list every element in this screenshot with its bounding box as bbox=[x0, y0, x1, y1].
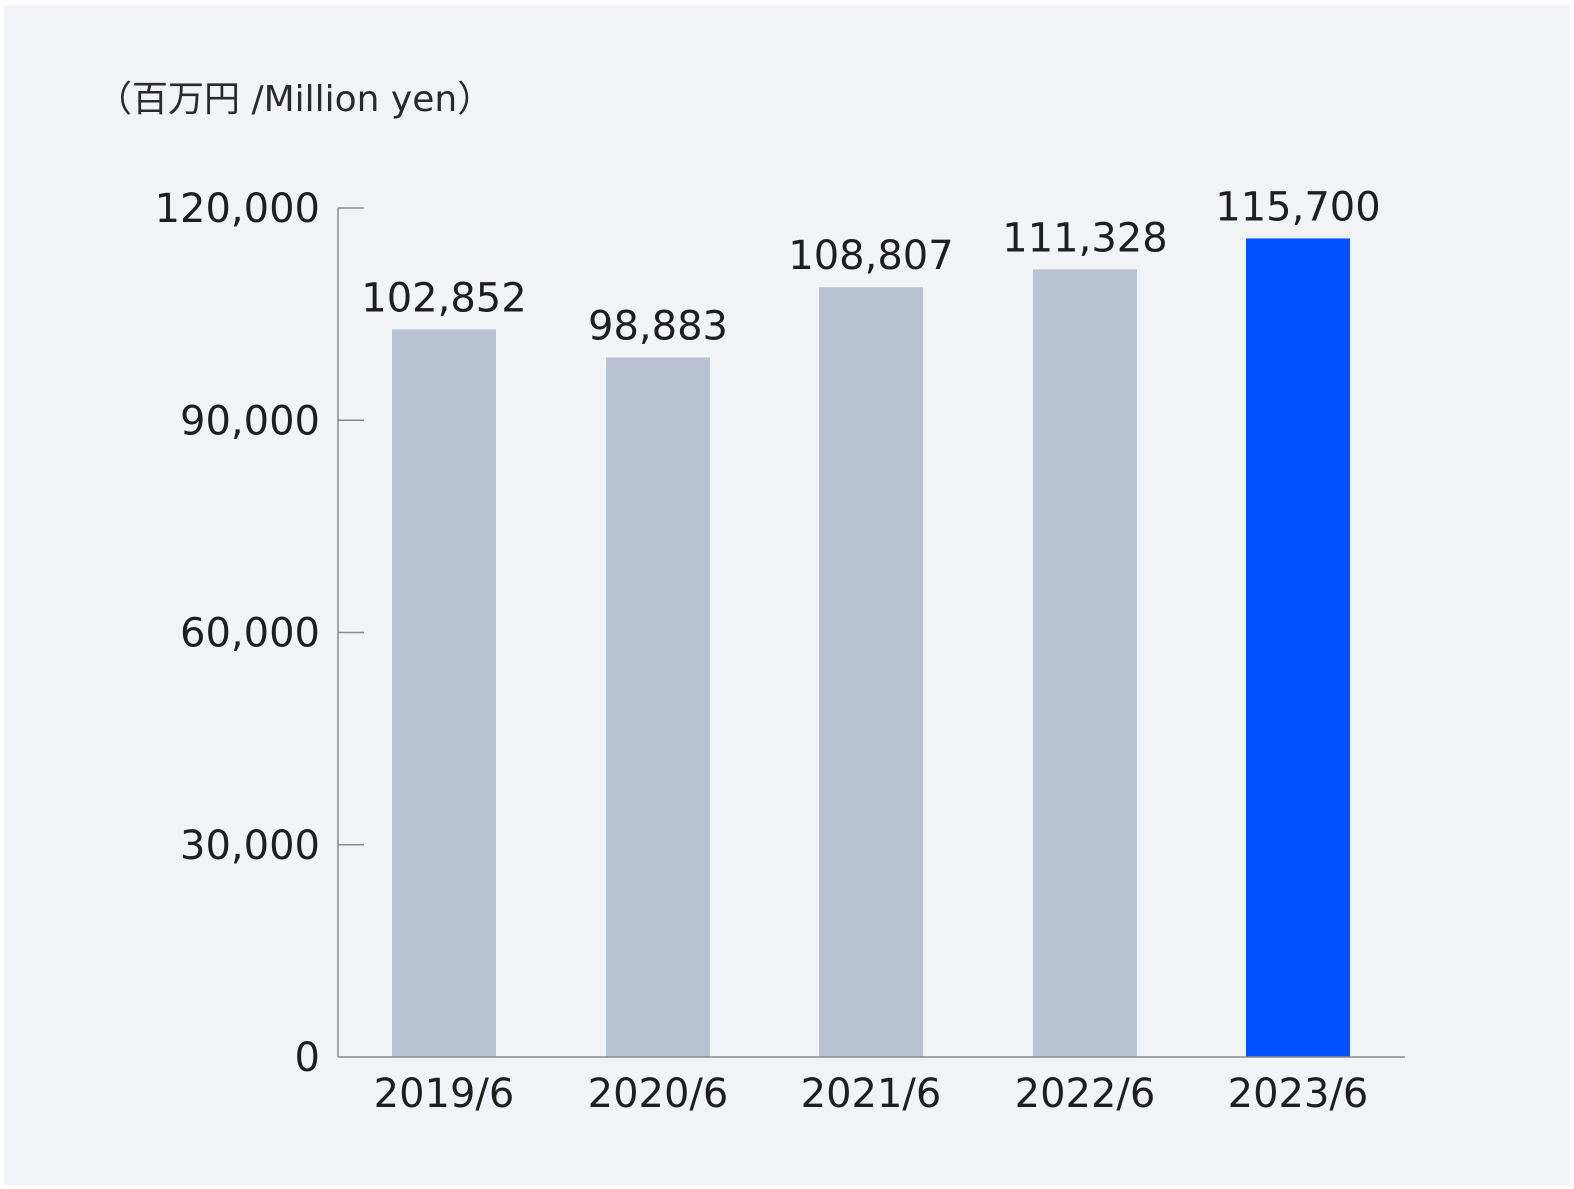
bars-group: 102,852 98,883 108,807 111,328 115,700 bbox=[361, 184, 1381, 1058]
bar-2023-6 bbox=[1246, 238, 1350, 1058]
y-tick-label: 120,000 bbox=[155, 186, 320, 232]
y-tick-label: 60,000 bbox=[180, 611, 320, 657]
x-tick-label: 2019/6 bbox=[374, 1071, 515, 1117]
bar-value-label: 115,700 bbox=[1215, 184, 1380, 230]
bar-value-label: 98,883 bbox=[588, 303, 728, 349]
bar-value-label: 111,328 bbox=[1002, 215, 1167, 261]
bar-2019-6 bbox=[392, 329, 496, 1057]
x-tick-label: 2023/6 bbox=[1228, 1071, 1369, 1117]
bar-value-label: 102,852 bbox=[361, 275, 526, 321]
y-tick-label: 0 bbox=[295, 1035, 320, 1081]
x-axis: 2019/6 2020/6 2021/6 2022/6 2023/6 bbox=[338, 1056, 1405, 1117]
bar-2021-6 bbox=[819, 287, 923, 1058]
x-tick-label: 2022/6 bbox=[1015, 1071, 1156, 1117]
bar-2020-6 bbox=[606, 357, 710, 1057]
bar-value-label: 108,807 bbox=[788, 233, 953, 279]
y-tick-label: 30,000 bbox=[180, 823, 320, 869]
y-tick-label: 90,000 bbox=[180, 398, 320, 444]
y-unit-label: （百万円 /Million yen） bbox=[96, 79, 494, 120]
x-tick-label: 2021/6 bbox=[801, 1071, 942, 1117]
x-tick-label: 2020/6 bbox=[588, 1071, 729, 1117]
y-axis: 0 30,000 60,000 90,000 120,000 bbox=[155, 186, 364, 1081]
bar-2022-6 bbox=[1033, 269, 1137, 1058]
